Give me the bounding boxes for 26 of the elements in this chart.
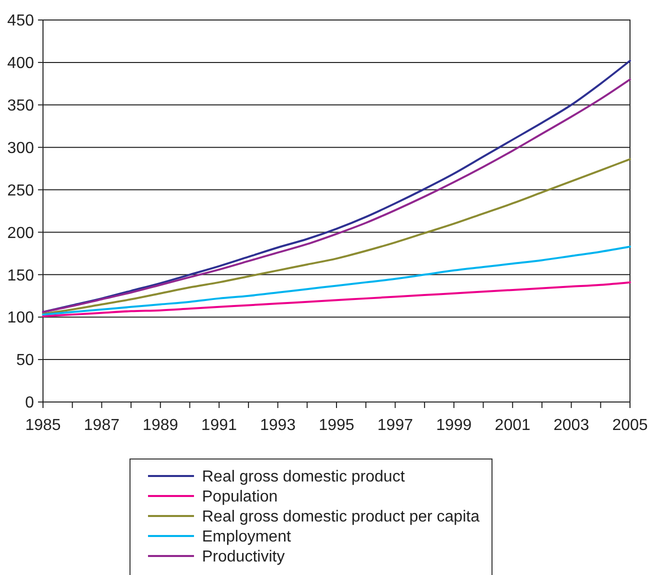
y-tick-label: 0: [25, 394, 34, 412]
legend-label: Real gross domestic product per capita: [202, 508, 480, 526]
x-tick-label: 1995: [318, 417, 354, 434]
y-tick-label: 400: [7, 55, 34, 72]
y-tick-label: 250: [7, 182, 34, 200]
y-tick-label: 300: [7, 140, 34, 157]
x-tick-label: 2001: [494, 417, 530, 434]
y-tick-label: 350: [7, 97, 34, 114]
legend-label: Employment: [202, 528, 292, 546]
legend-label: Real gross domestic product: [202, 468, 406, 486]
x-tick-label: 1997: [377, 417, 414, 434]
x-tick-label: 2005: [612, 417, 648, 434]
y-tick-label: 200: [7, 224, 34, 242]
x-tick-label: 1989: [142, 417, 178, 434]
y-tick-label: 100: [7, 310, 34, 327]
y-tick-label: 50: [16, 352, 34, 370]
legend-label: Population: [202, 488, 278, 506]
legend-label: Productivity: [202, 548, 285, 566]
x-tick-label: 1985: [25, 417, 61, 434]
x-tick-label: 1991: [201, 417, 237, 434]
x-tick-label: 1999: [436, 417, 472, 434]
x-tick-label: 1987: [84, 417, 120, 434]
y-tick-label: 150: [7, 267, 34, 284]
x-tick-label: 1993: [260, 417, 296, 434]
x-tick-label: 2003: [554, 417, 590, 434]
y-tick-label: 450: [7, 12, 34, 30]
